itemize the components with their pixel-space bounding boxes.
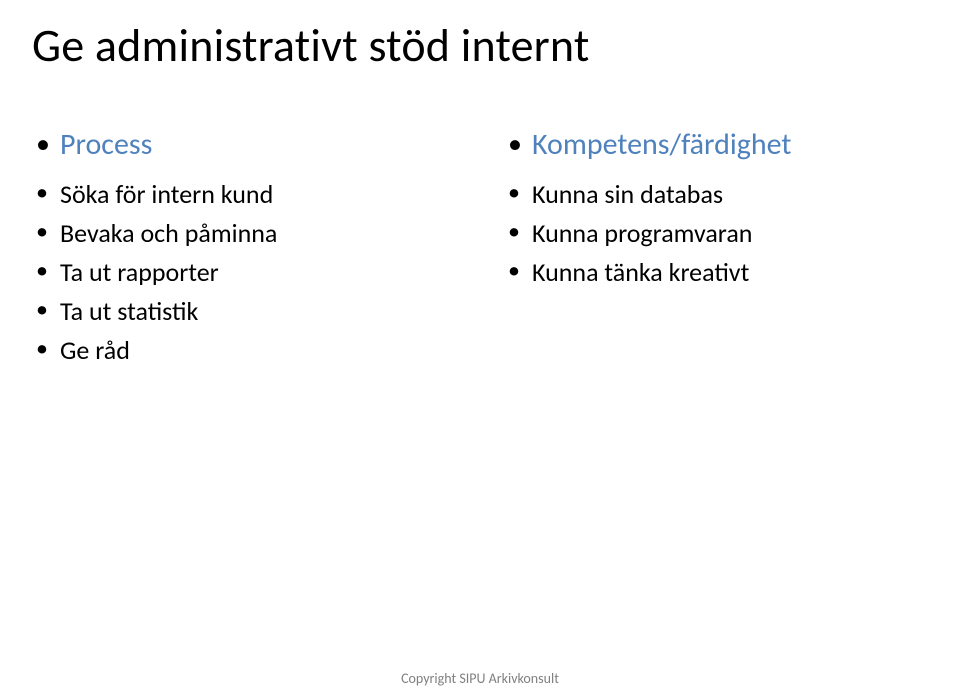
process-list: Söka för intern kund Bevaka och påminna …	[32, 175, 456, 370]
list-item: Kunna programvaran	[532, 214, 928, 253]
right-column: Kompetens/färdighet Kunna sin databas Ku…	[504, 126, 928, 370]
page-title: Ge administrativt stöd internt	[32, 18, 928, 74]
list-item: Kunna sin databas	[532, 175, 928, 214]
slide: Ge administrativt stöd internt Process S…	[0, 0, 960, 699]
list-item: Bevaka och påminna	[60, 214, 456, 253]
list-item: Kunna tänka kreativt	[532, 253, 928, 292]
kompetens-heading: Kompetens/färdighet	[504, 126, 928, 163]
footer-copyright: Copyright SIPU Arkivkonsult	[0, 670, 960, 687]
list-item: Ta ut rapporter	[60, 253, 456, 292]
process-heading: Process	[32, 126, 456, 163]
left-column: Process Söka för intern kund Bevaka och …	[32, 126, 456, 370]
list-item: Söka för intern kund	[60, 175, 456, 214]
list-item: Ge råd	[60, 331, 456, 370]
kompetens-list: Kunna sin databas Kunna programvaran Kun…	[504, 175, 928, 292]
columns: Process Söka för intern kund Bevaka och …	[32, 126, 928, 370]
list-item: Ta ut statistik	[60, 292, 456, 331]
